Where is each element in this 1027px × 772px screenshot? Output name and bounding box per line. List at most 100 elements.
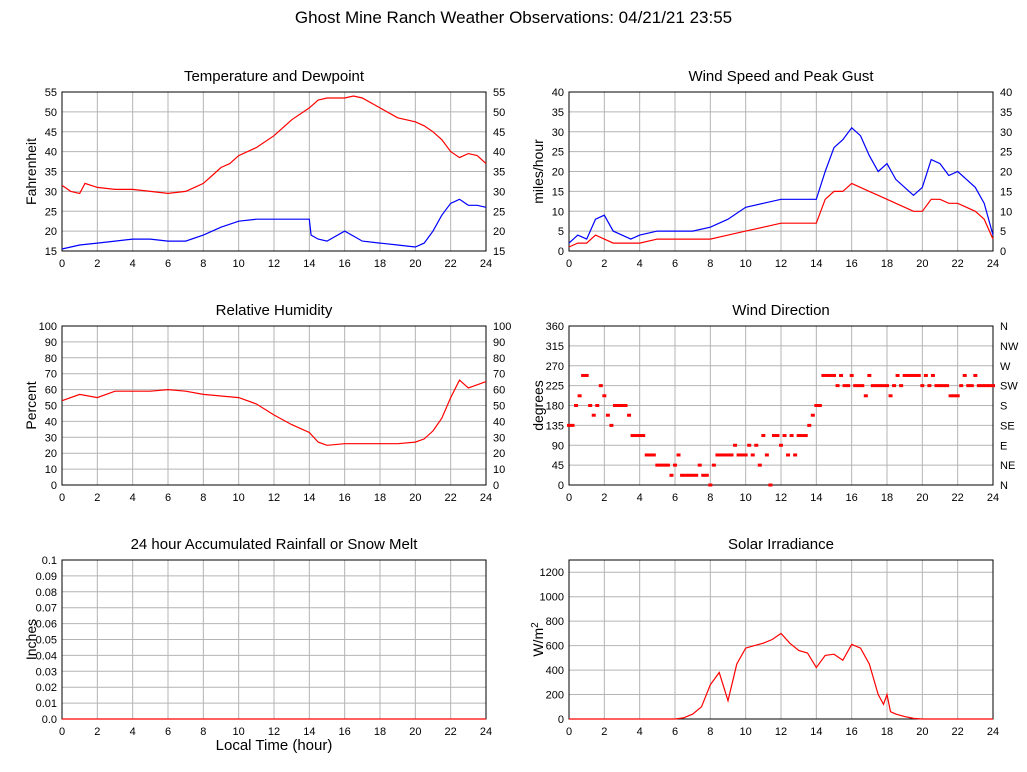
y-tick-label: 800 [546, 616, 564, 628]
data-point [867, 373, 872, 377]
data-point [835, 384, 840, 388]
y-tick-label: 50 [45, 107, 57, 119]
right-tick-label: 80 [493, 353, 505, 365]
x-tick-label: 0 [59, 726, 65, 738]
x-tick-label: 22 [445, 492, 457, 504]
y-tick-label: 1000 [540, 592, 564, 604]
data-point [598, 384, 603, 388]
data-point [930, 373, 935, 377]
y-tick-label: 270 [546, 361, 564, 373]
data-point [648, 453, 653, 457]
x-tick-label: 20 [409, 726, 421, 738]
x-tick-label: 10 [233, 492, 245, 504]
y-tick-label: 20 [45, 448, 57, 460]
data-point [853, 384, 858, 388]
data-point [870, 384, 875, 388]
x-tick-label: 18 [881, 726, 893, 738]
x-tick-label: 2 [601, 726, 607, 738]
data-point [729, 453, 734, 457]
right-tick-label: 40 [493, 416, 505, 428]
y-tick-label: 360 [546, 321, 564, 333]
data-point [620, 404, 624, 407]
x-tick-label: 4 [637, 726, 643, 738]
y-tick-label: 180 [546, 401, 564, 413]
data-point [934, 384, 939, 388]
y-tick-label: 0 [51, 480, 57, 492]
dir-chart: Wind Directiondegrees0459013518022527031… [530, 302, 1019, 504]
x-tick-label: 2 [94, 258, 100, 270]
y-tick-label: 225 [546, 381, 564, 393]
y-tick-label: 50 [45, 401, 57, 413]
x-tick-label: 4 [130, 258, 136, 270]
series-line [568, 126, 994, 244]
x-tick-label: 8 [707, 726, 713, 738]
x-tick-label: 16 [339, 726, 351, 738]
y-tick-label: 45 [552, 460, 564, 472]
x-tick-label: 14 [810, 258, 822, 270]
right-tick-label: 25 [493, 206, 505, 218]
data-point [750, 453, 755, 457]
data-point [637, 434, 642, 438]
right-tick-label: 20 [1000, 167, 1012, 179]
data-point [595, 404, 600, 407]
data-point [627, 413, 632, 417]
right-tick-label: 0 [1000, 246, 1006, 258]
y-tick-label: 0 [558, 714, 564, 726]
x-tick-label: 4 [130, 726, 136, 738]
right-tick-label: 35 [1000, 107, 1012, 119]
right-tick-label: 10 [493, 464, 505, 476]
y-tick-label: 10 [552, 206, 564, 218]
x-tick-label: 24 [480, 492, 492, 504]
x-tick-label: 2 [94, 726, 100, 738]
x-tick-label: 8 [200, 492, 206, 504]
data-point [885, 384, 889, 388]
data-point [828, 373, 833, 377]
data-point [874, 384, 879, 388]
data-point [976, 384, 981, 388]
data-point [899, 384, 904, 388]
y-tick-label: 0.06 [36, 619, 57, 631]
x-tick-label: 0 [566, 726, 572, 738]
x-tick-label: 0 [59, 258, 65, 270]
right-tick-label: NW [1000, 341, 1019, 353]
plot-frame [61, 325, 487, 486]
chart-title: Wind Speed and Peak Gust [688, 68, 874, 85]
y-tick-label: 0 [558, 480, 564, 492]
data-point [733, 443, 738, 447]
data-point [810, 413, 815, 417]
data-point [863, 394, 868, 398]
data-point [609, 423, 614, 427]
x-tick-label: 24 [480, 258, 492, 270]
y-axis-label: Inches [23, 619, 39, 660]
right-tick-label: NE [1000, 460, 1015, 472]
x-tick-label: 14 [810, 726, 822, 738]
data-point [860, 384, 865, 388]
data-point [962, 373, 967, 377]
x-tick-label: 22 [445, 258, 457, 270]
y-tick-label: 40 [552, 87, 564, 99]
data-point [902, 373, 907, 377]
y-tick-label: 400 [546, 665, 564, 677]
x-tick-label: 20 [409, 258, 421, 270]
right-tick-label: 15 [1000, 186, 1012, 198]
temp-chart: Temperature and DewpointFahrenheit152025… [23, 68, 505, 270]
x-tick-label: 14 [303, 726, 315, 738]
x-tick-label: 12 [775, 726, 787, 738]
y-tick-label: 30 [552, 127, 564, 139]
y-tick-label: 0.08 [36, 587, 57, 599]
data-point [941, 384, 946, 388]
data-point [839, 373, 844, 377]
right-tick-label: 20 [493, 226, 505, 238]
x-tick-label: 4 [637, 492, 643, 504]
data-point [662, 463, 667, 467]
data-point [952, 394, 957, 398]
data-point [775, 434, 780, 438]
y-tick-label: 5 [558, 226, 564, 238]
y-axis-label: Fahrenheit [23, 138, 39, 205]
y-tick-label: 35 [552, 107, 564, 119]
x-tick-label: 16 [846, 492, 858, 504]
y-tick-label: 0.04 [36, 650, 57, 662]
right-tick-label: 50 [493, 107, 505, 119]
right-tick-label: 10 [1000, 206, 1012, 218]
